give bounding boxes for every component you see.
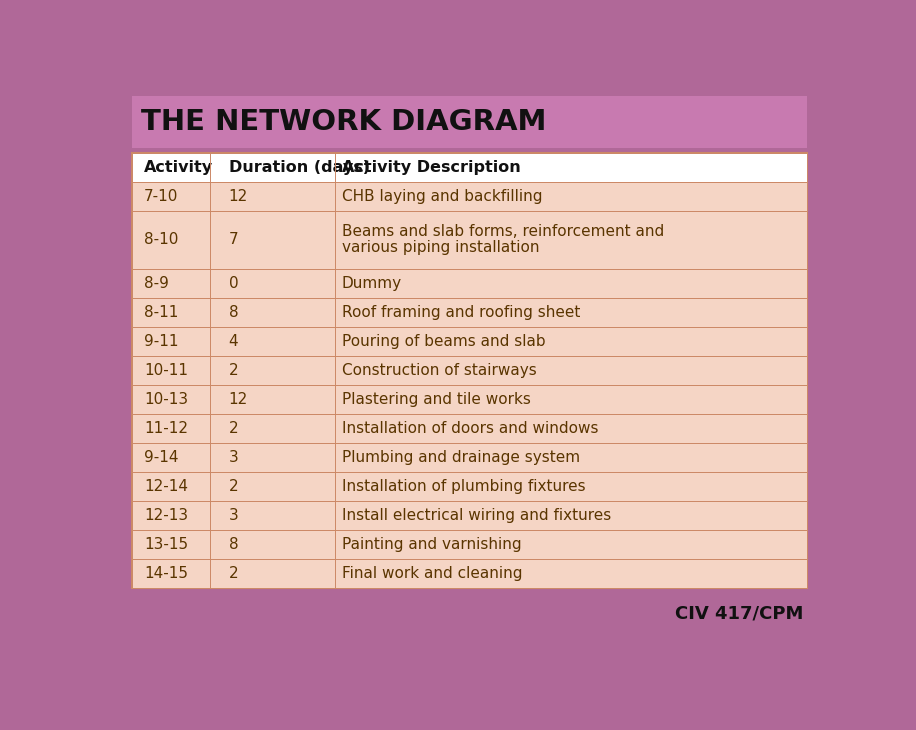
- Text: 11-12: 11-12: [144, 421, 188, 436]
- FancyBboxPatch shape: [132, 356, 807, 385]
- Text: Final work and cleaning: Final work and cleaning: [342, 566, 522, 581]
- Text: 7: 7: [228, 232, 238, 247]
- FancyBboxPatch shape: [132, 385, 807, 414]
- FancyBboxPatch shape: [132, 153, 807, 588]
- FancyBboxPatch shape: [132, 182, 807, 211]
- Text: 9-14: 9-14: [144, 450, 179, 465]
- Text: Beams and slab forms, reinforcement and: Beams and slab forms, reinforcement and: [342, 224, 664, 239]
- Text: 8-10: 8-10: [144, 232, 179, 247]
- Text: 7-10: 7-10: [144, 189, 179, 204]
- Text: 9-11: 9-11: [144, 334, 179, 349]
- FancyBboxPatch shape: [132, 501, 807, 530]
- Text: various piping installation: various piping installation: [342, 240, 540, 256]
- FancyBboxPatch shape: [132, 414, 807, 443]
- Text: Dummy: Dummy: [342, 276, 402, 291]
- Text: 13-15: 13-15: [144, 537, 188, 552]
- Text: 0: 0: [228, 276, 238, 291]
- Text: THE NETWORK DIAGRAM: THE NETWORK DIAGRAM: [141, 108, 546, 137]
- Text: Activity: Activity: [144, 160, 213, 174]
- Text: Install electrical wiring and fixtures: Install electrical wiring and fixtures: [342, 508, 611, 523]
- FancyBboxPatch shape: [132, 472, 807, 501]
- Text: 8: 8: [228, 305, 238, 320]
- FancyBboxPatch shape: [132, 153, 807, 182]
- FancyBboxPatch shape: [132, 211, 807, 269]
- FancyBboxPatch shape: [132, 559, 807, 588]
- Text: 8-11: 8-11: [144, 305, 179, 320]
- Text: Plumbing and drainage system: Plumbing and drainage system: [342, 450, 580, 465]
- Text: 8-9: 8-9: [144, 276, 169, 291]
- Text: Installation of plumbing fixtures: Installation of plumbing fixtures: [342, 479, 585, 494]
- FancyBboxPatch shape: [132, 443, 807, 472]
- Text: Duration (days): Duration (days): [228, 160, 369, 174]
- Text: 2: 2: [228, 566, 238, 581]
- Text: 3: 3: [228, 450, 238, 465]
- Text: CIV 417/CPM: CIV 417/CPM: [675, 604, 803, 622]
- FancyBboxPatch shape: [132, 269, 807, 298]
- Text: Painting and varnishing: Painting and varnishing: [342, 537, 521, 552]
- Text: Roof framing and roofing sheet: Roof framing and roofing sheet: [342, 305, 580, 320]
- FancyBboxPatch shape: [132, 530, 807, 559]
- FancyBboxPatch shape: [132, 327, 807, 356]
- Text: Activity Description: Activity Description: [342, 160, 520, 174]
- Text: 12-14: 12-14: [144, 479, 188, 494]
- Text: 12: 12: [228, 189, 247, 204]
- Text: 4: 4: [228, 334, 238, 349]
- Text: 2: 2: [228, 479, 238, 494]
- Text: Plastering and tile works: Plastering and tile works: [342, 392, 530, 407]
- Text: Construction of stairways: Construction of stairways: [342, 363, 537, 378]
- FancyBboxPatch shape: [132, 96, 807, 148]
- Text: Pouring of beams and slab: Pouring of beams and slab: [342, 334, 545, 349]
- Text: 12-13: 12-13: [144, 508, 188, 523]
- Text: 10-13: 10-13: [144, 392, 188, 407]
- Text: 3: 3: [228, 508, 238, 523]
- Text: CHB laying and backfilling: CHB laying and backfilling: [342, 189, 542, 204]
- Text: 12: 12: [228, 392, 247, 407]
- Text: 2: 2: [228, 363, 238, 378]
- FancyBboxPatch shape: [132, 298, 807, 327]
- Text: 10-11: 10-11: [144, 363, 188, 378]
- Text: Installation of doors and windows: Installation of doors and windows: [342, 421, 598, 436]
- Text: 2: 2: [228, 421, 238, 436]
- Text: 14-15: 14-15: [144, 566, 188, 581]
- Text: 8: 8: [228, 537, 238, 552]
